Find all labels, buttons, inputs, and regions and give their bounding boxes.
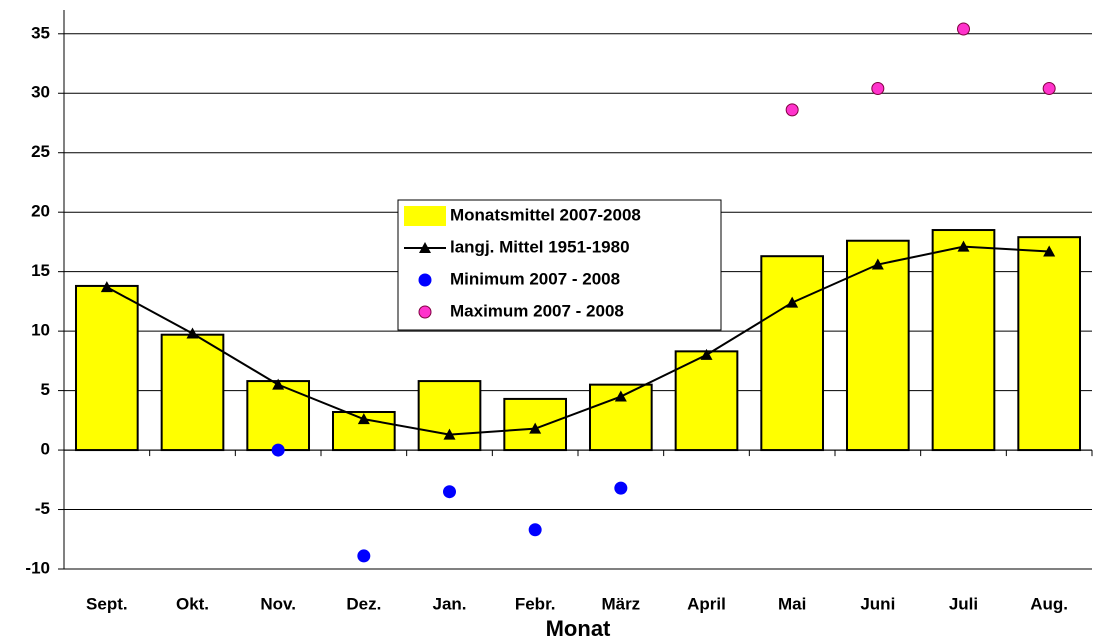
bar <box>417 380 482 452</box>
x-axis-title: Monat <box>546 616 611 641</box>
x-tick-label: Sept. <box>86 594 128 613</box>
bar <box>331 411 396 452</box>
x-tick-label: Juli <box>949 594 978 613</box>
line-marker <box>529 422 542 434</box>
point <box>785 103 799 117</box>
y-tick-label: -5 <box>35 499 50 518</box>
x-tick-label: Nov. <box>260 594 296 613</box>
legend-swatch <box>418 273 432 287</box>
x-tick-label: März <box>601 594 640 613</box>
legend-swatch <box>418 305 432 319</box>
bar <box>674 350 739 452</box>
legend-label: Monatsmittel 2007-2008 <box>450 205 641 224</box>
legend <box>397 199 722 331</box>
bar <box>1017 236 1082 452</box>
bar <box>845 239 910 452</box>
legend-swatch <box>404 206 446 226</box>
point <box>957 22 970 36</box>
line-marker <box>272 378 285 390</box>
point <box>271 443 285 457</box>
y-tick-label: 5 <box>41 380 50 399</box>
line-marker <box>786 296 799 308</box>
legend-swatch <box>419 242 431 253</box>
line-marker <box>1043 245 1056 257</box>
line-marker <box>186 327 199 339</box>
x-tick-label: Febr. <box>515 594 556 613</box>
x-tick-label: Mai <box>778 594 806 613</box>
y-tick-label: 25 <box>31 142 50 161</box>
line-marker <box>871 258 884 270</box>
y-tick-label: 15 <box>31 261 50 280</box>
line-marker <box>700 348 713 360</box>
bar <box>160 333 225 452</box>
x-tick-label: Juni <box>860 594 895 613</box>
y-tick-label: 20 <box>31 202 50 221</box>
line-marker <box>100 281 113 293</box>
x-tick-label: Aug. <box>1030 594 1068 613</box>
bar <box>246 380 311 452</box>
y-tick-label: 10 <box>31 321 50 340</box>
point <box>443 485 456 499</box>
y-tick-label: 35 <box>31 23 50 42</box>
bar <box>931 229 996 452</box>
line <box>106 245 1050 436</box>
point <box>1042 81 1056 95</box>
point <box>528 523 542 537</box>
y-tick-label: 30 <box>31 83 50 102</box>
x-tick-label: Okt. <box>176 594 209 613</box>
legend-label: langj. Mittel 1951-1980 <box>450 237 630 256</box>
legend-label: Maximum 2007 - 2008 <box>450 301 624 320</box>
x-tick-label: Dez. <box>346 594 381 613</box>
line-marker <box>614 390 627 402</box>
line-marker <box>443 428 456 440</box>
bar <box>760 255 825 452</box>
y-tick-label: 0 <box>41 440 50 459</box>
x-tick-label: Jan. <box>432 594 466 613</box>
x-tick-label: April <box>687 594 726 613</box>
point <box>357 549 371 563</box>
line-marker <box>357 413 370 425</box>
bar <box>74 284 139 452</box>
y-tick-label: -10 <box>25 558 50 577</box>
legend-label: Minimum 2007 - 2008 <box>450 269 620 288</box>
line-marker <box>957 240 970 252</box>
point <box>614 481 628 495</box>
point <box>871 81 885 95</box>
